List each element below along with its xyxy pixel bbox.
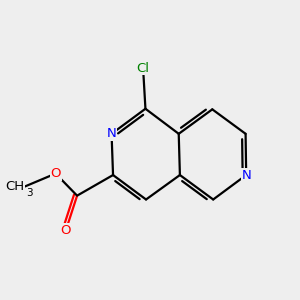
Text: 3: 3 <box>26 188 33 198</box>
Text: Cl: Cl <box>136 61 150 75</box>
Text: CH: CH <box>5 180 24 193</box>
Text: O: O <box>61 224 71 237</box>
Text: N: N <box>241 169 251 182</box>
Text: O: O <box>50 167 61 180</box>
Text: N: N <box>107 127 116 140</box>
